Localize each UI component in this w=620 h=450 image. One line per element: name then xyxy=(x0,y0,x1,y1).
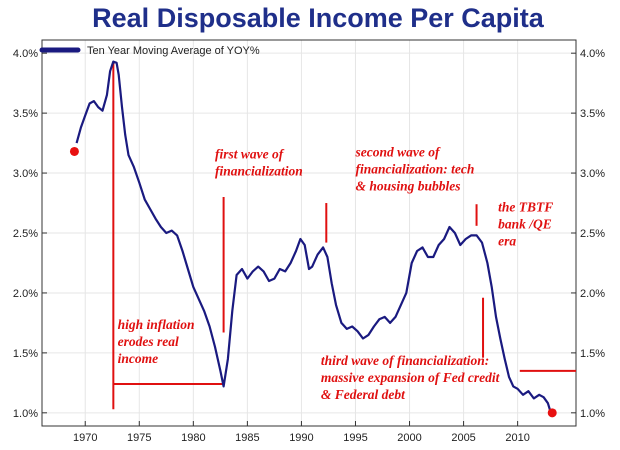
y-tick-label-right: 3.5% xyxy=(580,108,605,120)
annotations: high inflation erodes real income first wav… xyxy=(118,144,554,402)
y-axis-left: 1.0% 1.5% 2.0% 2.5% 3.0% 3.5% 4.0% xyxy=(13,48,47,420)
annotation-text: era xyxy=(498,233,516,248)
legend-label: Ten Year Moving Average of YOY% xyxy=(87,45,260,57)
y-tick-label-right: 1.5% xyxy=(580,348,605,360)
y-tick-label: 2.5% xyxy=(13,228,38,240)
annotation-text: first wave of xyxy=(215,147,285,162)
annotation-text: second wave of xyxy=(354,144,440,159)
annotation-text: erodes real xyxy=(118,334,179,349)
annotation-text: & housing bubbles xyxy=(355,178,460,193)
y-tick-label-right: 2.5% xyxy=(580,228,605,240)
y-tick-label: 2.0% xyxy=(13,288,38,300)
endpoint-marker xyxy=(547,408,557,418)
annotation-text: bank /QE xyxy=(498,216,552,231)
annotation-text: financialization: tech xyxy=(355,161,474,176)
annotation-text: & Federal debt xyxy=(321,387,406,402)
annotation-text: financialization xyxy=(215,164,303,179)
x-tick-label: 2010 xyxy=(505,432,529,444)
chart-title: Real Disposable Income Per Capita xyxy=(92,3,545,33)
series-line-ten-year-moving-average xyxy=(75,60,552,411)
grid-lines xyxy=(42,40,576,426)
annotation-text: income xyxy=(118,351,159,366)
x-tick-label: 1980 xyxy=(181,432,205,444)
x-axis: 1970 1975 1980 1985 1990 1995 2000 2005 2010 xyxy=(73,421,530,444)
x-tick-label: 1975 xyxy=(127,432,151,444)
annotation-text: high inflation xyxy=(118,317,195,332)
y-tick-label-right: 2.0% xyxy=(580,288,605,300)
y-tick-label-right: 1.0% xyxy=(580,408,605,420)
y-tick-label: 3.0% xyxy=(13,168,38,180)
y-tick-label: 1.0% xyxy=(13,408,38,420)
x-tick-label: 1995 xyxy=(343,432,367,444)
y-tick-label-right: 3.0% xyxy=(580,168,605,180)
x-tick-label: 2000 xyxy=(397,432,421,444)
x-tick-label: 2005 xyxy=(451,432,475,444)
annotation-text: massive expansion of Fed credit xyxy=(321,370,501,385)
endpoint-markers xyxy=(69,146,557,418)
x-tick-label: 1985 xyxy=(235,432,259,444)
y-tick-label: 4.0% xyxy=(13,48,38,60)
annotation-text: the TBTF xyxy=(498,199,553,214)
annotation-lines xyxy=(112,62,576,410)
legend: Ten Year Moving Average of YOY% xyxy=(39,45,260,57)
x-tick-label: 1970 xyxy=(73,432,97,444)
endpoint-marker xyxy=(69,146,79,156)
y-tick-label: 1.5% xyxy=(13,348,38,360)
y-axis-right: 1.0% 1.5% 2.0% 2.5% 3.0% 3.5% 4.0% xyxy=(571,48,605,420)
y-tick-label-right: 4.0% xyxy=(580,48,605,60)
x-tick-label: 1990 xyxy=(289,432,313,444)
y-tick-label: 3.5% xyxy=(13,108,38,120)
annotation-text: third wave of financialization: xyxy=(321,353,489,368)
